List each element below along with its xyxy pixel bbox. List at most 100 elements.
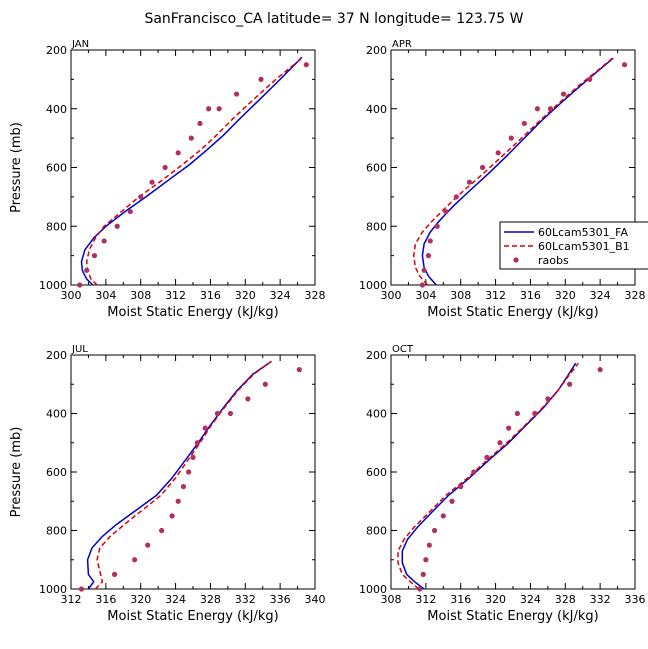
y-tick-label: 200 [366,349,387,362]
raobs-point [560,91,567,97]
raobs-point [159,527,165,534]
raobs-point [77,282,83,288]
raobs-point [190,454,196,460]
y-tick-label: 600 [366,466,387,479]
raobs-point [426,542,432,548]
x-axis-label: Moist Static Energy (kJ/kg) [427,305,598,320]
x-tick-label: 320 [555,289,576,302]
raobs-point [202,425,208,431]
x-tick-label: 340 [305,593,326,606]
x-tick-label: 328 [305,289,326,302]
raobs-point [449,498,455,504]
raobs-point [132,557,138,563]
raobs-point [521,120,527,127]
raobs-point [258,76,264,82]
x-tick-label: 324 [520,593,541,606]
x-tick-label: 300 [61,289,82,302]
y-tick-label: 600 [46,466,67,479]
x-tick-label: 316 [200,289,221,302]
x-tick-label: 320 [130,593,151,606]
y-tick-label: 1000 [39,583,67,596]
raobs-point [114,223,120,229]
raobs-point [587,76,593,82]
raobs-point [547,106,554,112]
raobs-point [214,410,220,417]
x-tick-label: 316 [520,289,541,302]
raobs-point [262,381,268,387]
raobs-point [216,106,222,112]
raobs-point [111,571,118,577]
y-tick-label: 600 [366,162,387,175]
y-axis-label: Pressure (mb) [9,122,24,213]
x-tick-label: 300 [381,289,402,302]
y-tick-label: 800 [366,525,387,538]
x-tick-label: 316 [95,593,116,606]
x-tick-label: 328 [555,593,576,606]
raobs-point [431,527,438,534]
raobs-point [423,557,429,563]
raobs-point [197,120,203,127]
legend-entry-label: 60Lcam5301_B1 [538,240,630,253]
panel-apr: 300 304 308 312 316 320 324 328 200 400 600 800 1000… [359,39,646,320]
x-tick-label: 316 [450,593,471,606]
panels-group: 300 304 308 312 316 320 324 328 200 400 600 800 1000… [9,39,646,624]
raobs-point [127,208,133,215]
raobs-point [303,62,309,68]
legend-raobs-marker [513,257,519,263]
x-tick-label: 312 [165,289,186,302]
raobs-point [227,410,234,417]
legend-entry-label: 60Lcam5301_FA [538,226,628,239]
raobs-point [421,267,427,273]
raobs-point [175,150,181,156]
raobs-point [508,135,514,141]
y-tick-label: 400 [366,408,387,421]
raobs-point [425,253,432,259]
raobs-point [78,586,85,592]
raobs-point [188,135,194,141]
y-tick-label: 800 [46,525,67,538]
raobs-point [162,164,168,171]
raobs-point [514,410,520,417]
x-axis-label: Moist Static Energy (kJ/kg) [107,609,278,624]
raobs-point [138,194,144,200]
panel-jan: 300 304 308 312 316 320 324 328 200 400 600 800 1000… [9,39,326,320]
fa-series-line [80,56,303,286]
y-tick-label: 600 [46,162,67,175]
x-tick-label: 312 [485,289,506,302]
x-tick-label: 308 [130,289,151,302]
raobs-point [506,425,512,431]
y-tick-label: 200 [46,349,67,362]
raobs-point [417,586,423,592]
x-tick-label: 312 [61,593,82,606]
x-axis-label: Moist Static Energy (kJ/kg) [427,609,598,624]
x-tick-label: 332 [590,593,611,606]
fa-series-line [86,360,272,590]
y-tick-label: 400 [366,103,387,116]
y-axis-label: Pressure (mb) [9,427,24,518]
y-tick-label: 400 [46,103,67,116]
raobs-point [206,106,212,112]
y-tick-label: 800 [46,220,67,233]
x-tick-label: 320 [235,289,256,302]
panel-label: OCT [392,344,414,355]
panel-label: APR [392,39,412,50]
raobs-point [532,410,538,417]
raobs-point [101,238,107,244]
raobs-point [479,164,486,171]
b1-series-line [94,360,272,590]
fa-series-line [421,57,614,286]
x-tick-label: 320 [485,593,506,606]
x-tick-label: 332 [235,593,256,606]
b1-series-line [412,57,614,286]
x-tick-label: 336 [270,593,291,606]
raobs-point [91,253,98,259]
panel-jul: 312 316 320 324 328 332 336 340 200 400 600 800 1000… [9,344,326,624]
x-tick-label: 324 [270,289,291,302]
raobs-point [621,62,628,68]
plot-frame [70,354,316,590]
x-tick-label: 308 [381,593,402,606]
panel-label: JUL [71,344,88,355]
panel-oct: 308 312 316 320 324 328 332 336 200 400 600 800 1000… [359,344,646,624]
